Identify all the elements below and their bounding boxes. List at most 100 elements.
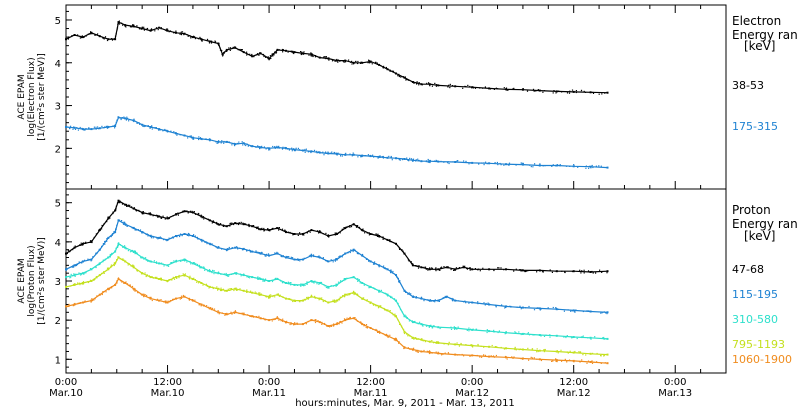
data-point-jitter	[294, 149, 296, 151]
data-point	[369, 60, 372, 63]
data-point-jitter	[468, 163, 470, 165]
data-point-jitter	[278, 229, 280, 231]
data-point	[293, 258, 296, 261]
data-point-jitter	[87, 33, 89, 35]
data-point-jitter	[202, 305, 205, 307]
data-point-jitter	[116, 259, 118, 261]
data-point-jitter	[533, 309, 536, 311]
data-point-jitter	[565, 336, 567, 339]
data-point-jitter	[577, 166, 579, 168]
data-point-jitter	[85, 271, 87, 273]
data-point-jitter	[134, 290, 136, 292]
data-point-jitter	[415, 338, 417, 340]
data-point-jitter	[112, 211, 114, 213]
data-point-jitter	[107, 125, 109, 127]
data-point	[352, 317, 355, 320]
data-point	[200, 266, 203, 269]
data-point-jitter	[282, 146, 284, 148]
data-point-jitter	[84, 259, 86, 261]
data-point-jitter	[555, 90, 558, 93]
data-point-jitter	[290, 50, 292, 52]
data-point-jitter	[115, 261, 117, 263]
data-point	[589, 165, 592, 168]
data-point-jitter	[102, 243, 104, 245]
data-point-jitter	[129, 284, 131, 286]
data-point-jitter	[189, 210, 192, 212]
data-point-jitter	[379, 291, 381, 293]
data-point-jitter	[96, 295, 98, 297]
data-point-jitter	[102, 291, 104, 293]
data-point-jitter	[343, 61, 345, 63]
data-point-jitter	[223, 248, 225, 250]
data-point-jitter	[222, 54, 224, 56]
data-point-jitter	[370, 233, 372, 235]
data-point-jitter	[393, 298, 396, 300]
data-point-jitter	[440, 353, 442, 355]
data-point-jitter	[91, 299, 93, 301]
data-point-jitter	[390, 272, 392, 274]
data-point-jitter	[277, 293, 279, 295]
data-point-jitter	[422, 340, 424, 342]
data-point-jitter	[122, 24, 124, 26]
data-point-jitter	[457, 326, 459, 328]
data-point-jitter	[313, 149, 316, 151]
data-point-jitter	[118, 22, 120, 24]
data-point-jitter	[258, 293, 260, 295]
data-point-jitter	[194, 213, 197, 215]
data-point-jitter	[345, 154, 347, 156]
data-point-jitter	[451, 299, 453, 301]
data-point-jitter	[402, 76, 404, 78]
data-point-jitter	[275, 317, 277, 319]
data-point-jitter	[184, 260, 186, 262]
data-point-jitter	[312, 229, 315, 232]
data-point-jitter	[587, 337, 589, 339]
data-point-jitter	[229, 222, 231, 225]
data-point-jitter	[515, 164, 517, 166]
data-point-jitter	[470, 162, 472, 164]
data-point	[369, 327, 372, 329]
data-point-jitter	[503, 87, 505, 89]
data-point-jitter	[98, 128, 100, 130]
data-point-jitter	[123, 282, 125, 284]
data-point-jitter	[155, 127, 157, 129]
data-point-jitter	[110, 264, 112, 266]
data-point-jitter	[302, 323, 304, 325]
data-point	[301, 149, 304, 152]
data-point-jitter	[549, 269, 551, 271]
data-point-jitter	[528, 359, 530, 361]
data-point-jitter	[362, 255, 364, 257]
data-point-jitter	[75, 273, 77, 275]
data-point-jitter	[269, 55, 271, 57]
data-point-jitter	[258, 228, 260, 231]
data-point-jitter	[261, 145, 263, 147]
data-point	[158, 236, 161, 239]
data-point	[225, 248, 228, 251]
data-point-jitter	[440, 160, 442, 162]
data-point	[183, 274, 186, 277]
data-point-jitter	[285, 147, 287, 149]
data-point-jitter	[183, 275, 185, 277]
data-point-jitter	[299, 233, 301, 235]
data-point-jitter	[265, 255, 267, 257]
data-point-jitter	[522, 88, 524, 90]
data-point	[589, 271, 592, 273]
data-point-jitter	[237, 143, 239, 145]
data-point-jitter	[193, 277, 195, 279]
data-point-jitter	[73, 266, 75, 268]
data-point-jitter	[152, 235, 154, 238]
data-point-jitter	[447, 344, 449, 346]
data-point	[572, 270, 575, 273]
data-point-jitter	[515, 349, 517, 351]
data-point-jitter	[311, 281, 313, 283]
data-point-jitter	[362, 230, 364, 232]
data-point-jitter	[66, 252, 68, 255]
data-point-jitter	[107, 288, 110, 290]
data-point-jitter	[498, 330, 500, 332]
data-point-jitter	[361, 155, 363, 157]
data-point-jitter	[522, 269, 524, 271]
data-point-jitter	[406, 317, 408, 319]
data-point-jitter	[359, 282, 361, 284]
data-point-jitter	[83, 273, 85, 275]
data-point	[606, 311, 609, 314]
data-point-jitter	[209, 140, 211, 142]
